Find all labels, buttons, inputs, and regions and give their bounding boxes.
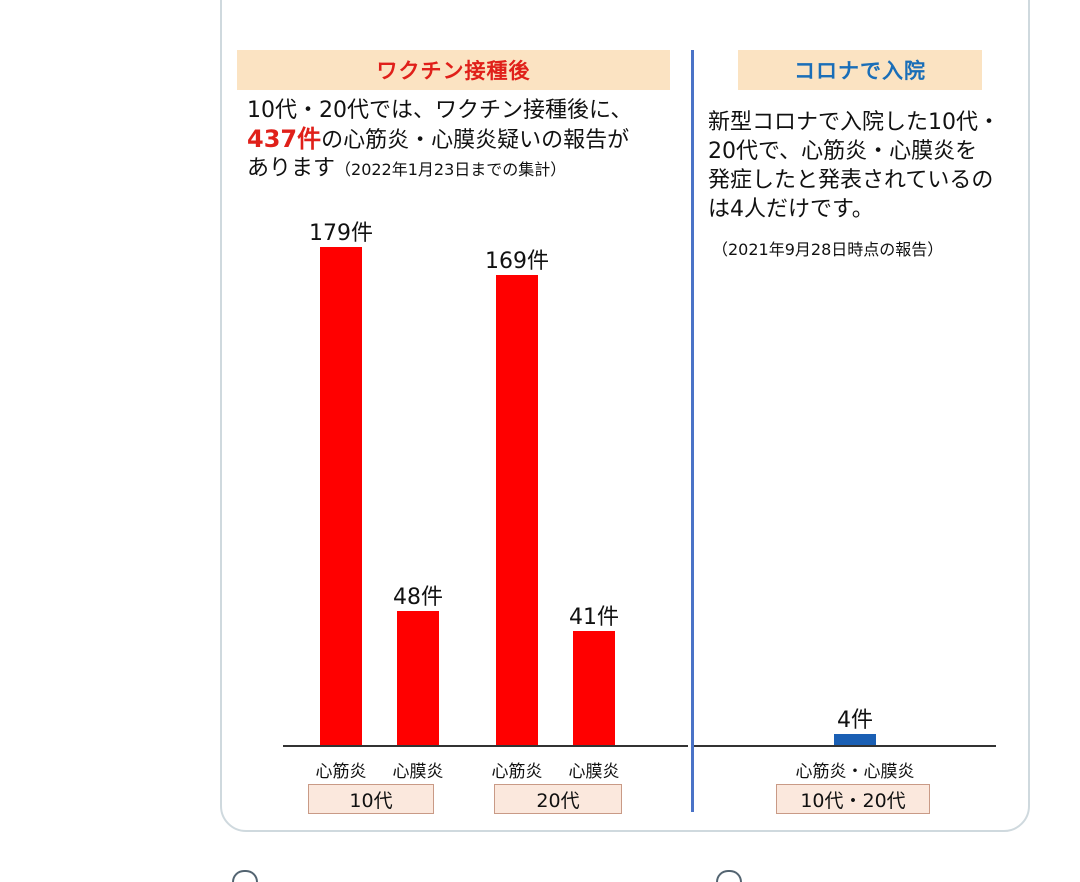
bar-0-2 [496,274,538,745]
bar-value-label-0-0: 179件 [309,221,373,246]
vaccine-text-line2-rest: の心筋炎・心膜炎疑いの報告が [321,128,630,153]
covid-text-line1: 新型コロナで入院した10代・ [708,110,1000,135]
group-label-0-1: 20代 [494,784,622,814]
bar-0-1 [397,611,439,745]
covid-text-line3: 発症したと発表されているの [708,168,994,193]
vaccine-text-line1: 10代・20代では、ワクチン接種後に、 [247,98,633,123]
covid-text-line4: は4人だけです。 [708,197,874,222]
category-label-0-3: 心膜炎 [568,762,620,782]
covid-text-line2: 20代で、心筋炎・心膜炎を [708,139,978,164]
covid-chart-axis [694,745,996,747]
bar-value-label-1-0: 4件 [837,707,873,733]
bar-0-0 [320,247,362,745]
bar-value-label-0-2: 169件 [485,248,549,274]
vaccine-text-line3-main: あります [247,156,336,181]
bar-0-3 [573,630,615,745]
vaccine-chart-axis [283,745,688,747]
bar-value-label-0-1: 48件 [393,585,443,611]
vaccine-panel-title: ワクチン接種後 [376,59,531,83]
total-count-highlight: 437件 [247,125,322,153]
category-label-0-1: 心膜炎 [392,762,444,782]
reply-icon[interactable] [232,870,258,882]
vaccine-panel-header: ワクチン接種後 [237,50,670,90]
covid-date-note: （2021年9月28日時点の報告） [712,240,944,259]
covid-panel-header: コロナで入院 [738,50,982,90]
bar-value-label-0-3: 41件 [569,604,619,630]
bar-1-0 [834,733,876,745]
category-label-0-0: 心筋炎 [315,762,367,782]
covid-panel-title: コロナで入院 [794,59,926,83]
category-label-0-2: 心筋炎 [491,762,543,782]
like-icon[interactable] [716,870,742,882]
group-label-1-0: 10代・20代 [776,784,930,814]
vaccine-date-note: （2022年1月23日までの集計） [335,160,567,179]
category-label-1-0: 心筋炎・心膜炎 [795,762,915,782]
panel-divider [691,50,694,812]
vaccine-text-line2: 437件の心筋炎・心膜炎疑いの報告が [247,125,629,155]
group-label-0-0: 10代 [308,784,434,814]
vaccine-text-line3: あります（2022年1月23日までの集計） [247,154,566,184]
